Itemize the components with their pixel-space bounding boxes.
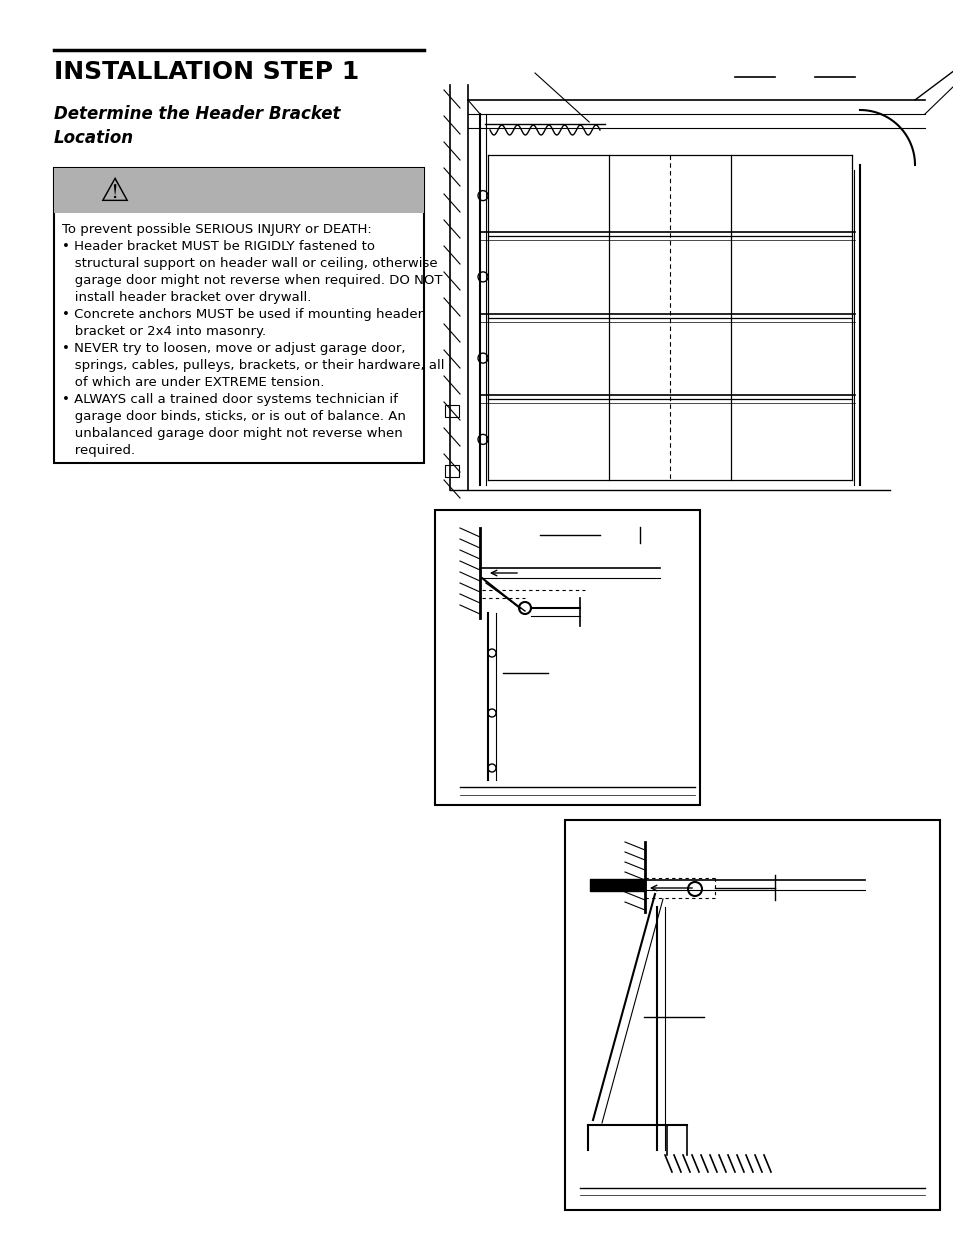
Text: garage door might not reverse when required. DO NOT: garage door might not reverse when requi… [62,274,442,287]
Bar [564,820,939,1210]
Text: springs, cables, pulleys, brackets, or their hardware, all: springs, cables, pulleys, brackets, or t… [62,359,444,372]
Text: garage door binds, sticks, or is out of balance. An: garage door binds, sticks, or is out of … [62,410,405,424]
Bar [444,405,458,417]
Bar [435,510,700,805]
Text: ⚠: ⚠ [99,177,129,209]
Text: • Concrete anchors MUST be used if mounting header: • Concrete anchors MUST be used if mount… [62,308,423,321]
Text: install header bracket over drywall.: install header bracket over drywall. [62,291,311,304]
Text: To prevent possible SERIOUS INJURY or DEATH:: To prevent possible SERIOUS INJURY or DE… [62,224,372,236]
Text: required.: required. [62,445,135,457]
Text: • ALWAYS call a trained door systems technician if: • ALWAYS call a trained door systems tec… [62,393,397,406]
Bar [54,168,423,463]
Text: Determine the Header Bracket
Location: Determine the Header Bracket Location [54,105,340,147]
Text: of which are under EXTREME tension.: of which are under EXTREME tension. [62,375,324,389]
Text: unbalanced garage door might not reverse when: unbalanced garage door might not reverse… [62,427,402,440]
Text: bracket or 2x4 into masonry.: bracket or 2x4 into masonry. [62,325,266,338]
Text: INSTALLATION STEP 1: INSTALLATION STEP 1 [54,61,359,84]
Bar [444,466,458,477]
Bar [54,168,423,212]
Text: • Header bracket MUST be RIGIDLY fastened to: • Header bracket MUST be RIGIDLY fastene… [62,240,375,253]
Text: • NEVER try to loosen, move or adjust garage door,: • NEVER try to loosen, move or adjust ga… [62,342,405,354]
Text: structural support on header wall or ceiling, otherwise: structural support on header wall or cei… [62,257,437,270]
